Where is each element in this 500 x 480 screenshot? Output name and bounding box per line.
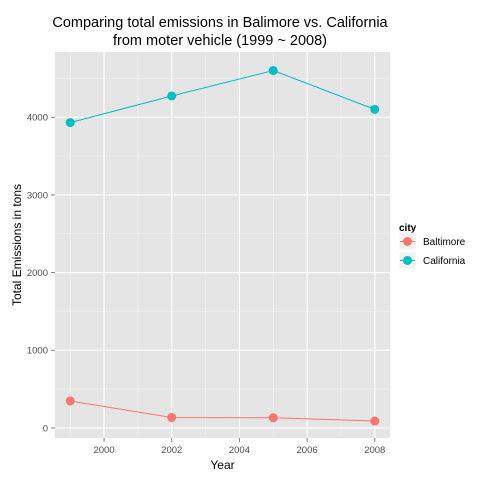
series-line-baltimore — [70, 400, 375, 422]
legend-label-baltimore: Baltimore — [423, 237, 466, 248]
data-point-california — [167, 91, 177, 101]
legend-label-california: California — [423, 256, 466, 267]
y-tick-label: 1000 — [27, 346, 48, 357]
y-tick-label: 3000 — [27, 190, 48, 201]
data-point-california — [65, 118, 75, 128]
series-layer — [65, 66, 380, 426]
x-axis-title: Year — [210, 458, 234, 472]
data-point-baltimore — [65, 396, 75, 406]
x-tick-label: 2002 — [161, 445, 182, 456]
plot-panel — [55, 52, 390, 438]
y-tick-label: 4000 — [27, 113, 48, 124]
chart-title-line-1: Comparing total emissions in Balimore vs… — [52, 15, 388, 31]
series-line-california — [70, 70, 375, 124]
x-axis-ticks: 2000 2002 2004 2006 2008 — [93, 438, 385, 456]
x-tick-label: 2006 — [297, 445, 318, 456]
data-point-california — [370, 104, 380, 114]
grid-minor — [55, 52, 390, 438]
y-axis-title: Total Emissions in tons — [10, 184, 24, 306]
x-tick-label: 2000 — [93, 445, 114, 456]
legend: city Baltimore California — [398, 223, 466, 270]
legend-key-point-california — [403, 256, 412, 265]
legend-title: city — [399, 223, 417, 234]
y-tick-label: 2000 — [27, 268, 48, 279]
y-axis-ticks: 0 1000 2000 3000 4000 — [27, 113, 55, 434]
grid-major — [55, 52, 390, 438]
y-tick-label: 0 — [43, 423, 48, 434]
data-point-california — [268, 66, 278, 76]
legend-items: Baltimore California — [398, 232, 466, 270]
legend-key-point-baltimore — [403, 237, 412, 246]
x-tick-label: 2004 — [229, 445, 250, 456]
data-point-baltimore — [268, 413, 278, 423]
chart-title-line-2: from moter vehicle (1999 ~ 2008) — [113, 33, 327, 49]
data-point-baltimore — [370, 416, 380, 426]
x-tick-label: 2008 — [364, 445, 385, 456]
data-point-baltimore — [167, 412, 177, 422]
